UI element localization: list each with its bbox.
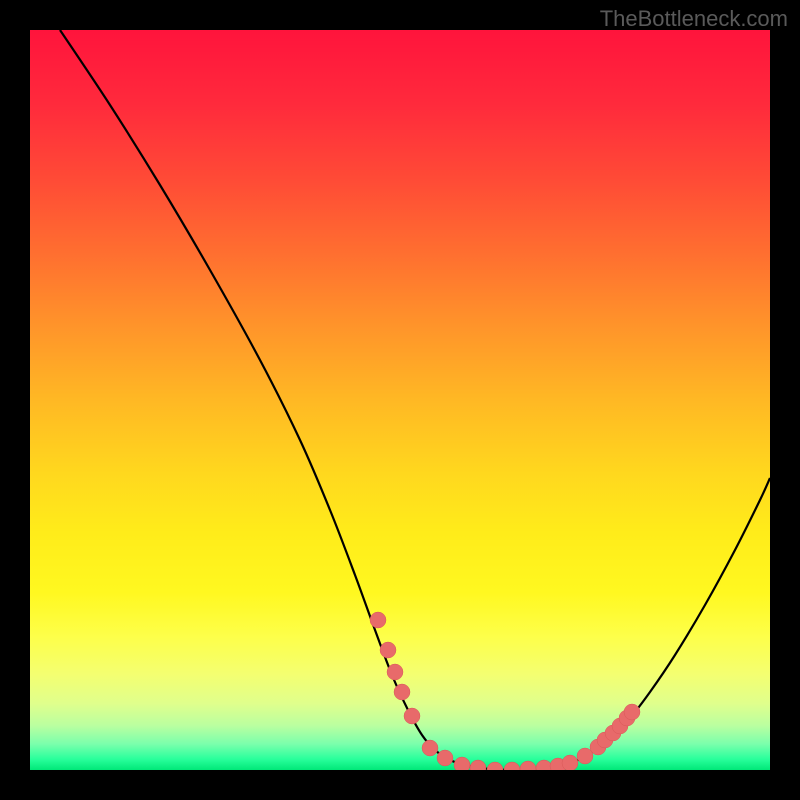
curve-marker [624, 704, 640, 720]
curve-layer [30, 30, 770, 770]
curve-marker [394, 684, 410, 700]
curve-marker [422, 740, 438, 756]
curve-markers [370, 612, 640, 770]
bottleneck-curve [60, 30, 770, 770]
curve-marker [370, 612, 386, 628]
curve-marker [487, 762, 503, 770]
curve-marker [380, 642, 396, 658]
curve-marker [404, 708, 420, 724]
curve-marker [504, 762, 520, 770]
curve-marker [437, 750, 453, 766]
plot-area [30, 30, 770, 770]
curve-marker [387, 664, 403, 680]
curve-marker [470, 760, 486, 770]
curve-marker [454, 757, 470, 770]
watermark-text: TheBottleneck.com [600, 6, 788, 32]
curve-marker [536, 760, 552, 770]
curve-marker [520, 761, 536, 770]
curve-marker [562, 755, 578, 770]
